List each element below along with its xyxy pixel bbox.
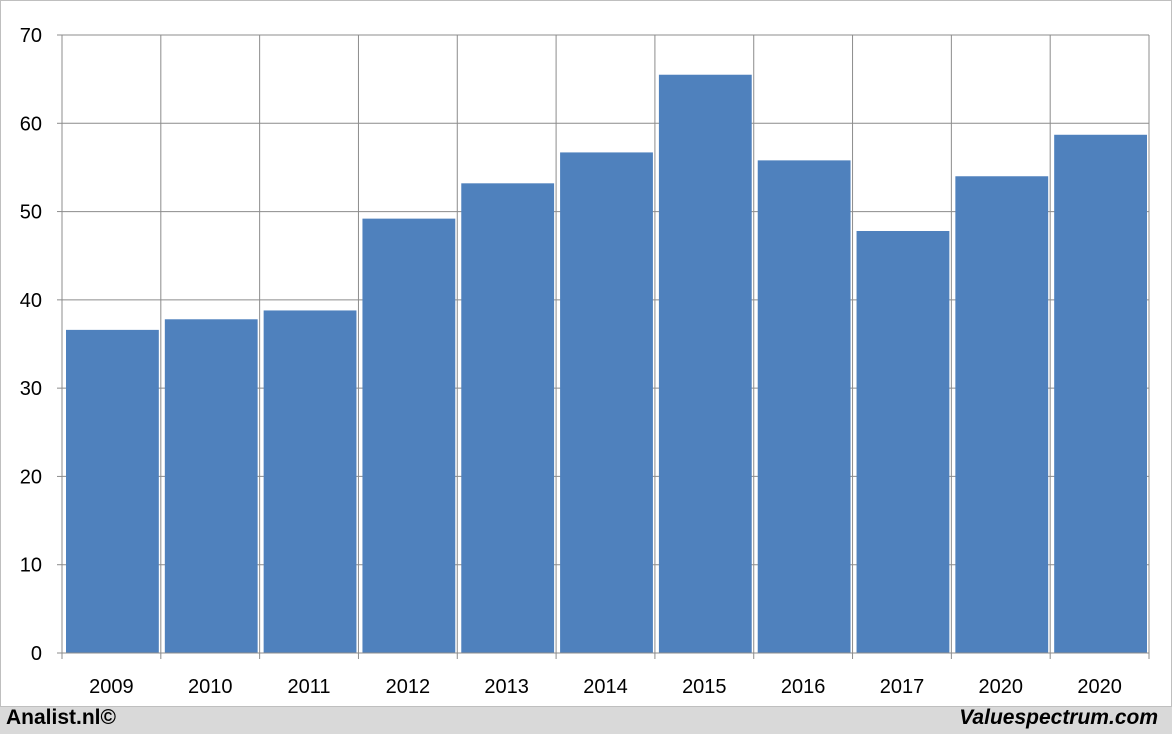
bar xyxy=(658,74,752,653)
source-right-label: Valuespectrum.com xyxy=(959,706,1158,729)
bar xyxy=(362,218,456,654)
x-tick-label: 2009 xyxy=(89,676,134,698)
bar xyxy=(757,160,851,653)
y-tick-label: 20 xyxy=(20,466,42,488)
y-tick-label: 40 xyxy=(20,290,42,312)
bar-chart: 0 10 20 30 40 50 60 70 2009 2010 2011 2012 2013 2014… xyxy=(20,25,1150,698)
x-tick-label: 2011 xyxy=(288,676,331,698)
axes xyxy=(57,34,1150,659)
bar xyxy=(263,310,357,653)
bar xyxy=(461,183,555,653)
y-tick-label: 10 xyxy=(20,555,42,577)
x-tick-label: 2015 xyxy=(682,676,727,698)
bar xyxy=(560,152,653,654)
y-tick-label: 0 xyxy=(31,643,42,665)
bar xyxy=(164,319,258,653)
bar xyxy=(66,329,159,653)
y-tick-labels: 0 10 20 30 40 50 60 70 xyxy=(20,25,42,665)
x-tick-labels: 2009 2010 2011 2012 2013 2014 2015 2016 2017 2020… xyxy=(89,676,1122,698)
x-tick-label: 2012 xyxy=(386,676,431,698)
y-tick-label: 30 xyxy=(20,378,42,400)
y-tick-label: 60 xyxy=(20,113,42,135)
x-tick-label: 2020 xyxy=(979,676,1024,698)
y-tick-label: 70 xyxy=(20,25,42,47)
x-tick-label: 2013 xyxy=(484,676,529,698)
y-tick-label: 50 xyxy=(20,202,42,224)
x-tick-label: 2010 xyxy=(188,676,233,698)
bars xyxy=(66,74,1147,654)
x-tick-label: 2014 xyxy=(583,676,628,698)
x-tick-label: 2016 xyxy=(781,676,826,698)
chart-panel: 0 10 20 30 40 50 60 70 2009 2010 2011 2012 2013 2014… xyxy=(0,0,1172,707)
bar xyxy=(955,176,1049,653)
bar xyxy=(856,230,950,653)
source-left-label: Analist.nl© xyxy=(6,706,116,729)
x-tick-label: 2017 xyxy=(880,676,925,698)
x-tick-label: 2020 xyxy=(1077,676,1122,698)
bar xyxy=(1054,134,1147,653)
